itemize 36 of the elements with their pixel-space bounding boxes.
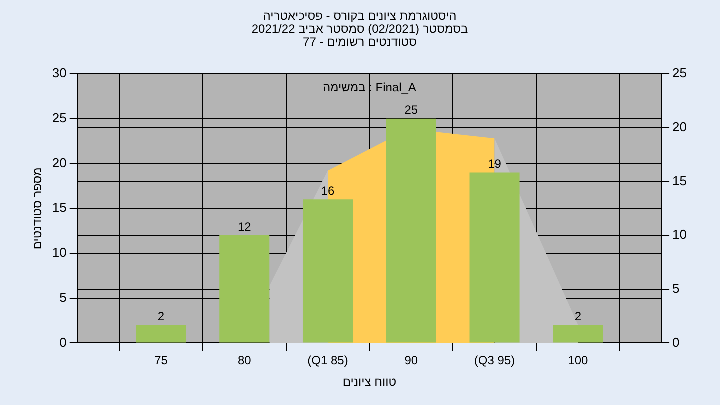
y2-tick-label: 0 [672, 334, 680, 350]
y-axis-title: מספר סטודנטים [30, 168, 45, 250]
bar [220, 236, 270, 343]
data-label: 19 [488, 157, 502, 172]
bar [386, 118, 436, 343]
bar [553, 325, 604, 343]
bar [470, 172, 520, 343]
x-axis-title: טווח ציונים [342, 375, 397, 390]
x-tick-label: (Q3 95) [474, 354, 516, 368]
y2-tick-label: 20 [672, 119, 688, 134]
y-tick-label: 0 [60, 334, 67, 350]
y2-tick-label: 25 [672, 66, 688, 81]
data-label: 12 [238, 220, 252, 234]
y-tick-label: 25 [52, 110, 67, 126]
y-tick-label: 10 [52, 245, 67, 260]
x-tick-label: 75 [154, 354, 168, 368]
y2-tick-label: 5 [672, 280, 680, 296]
chart-subtitle: בסמסטר (02/2021) סמסטר אביב 2021/22 סטודנטים רשומים - 77 [250, 22, 470, 49]
x-tick-label: 100 [568, 354, 588, 368]
y2-tick-label: 10 [672, 227, 688, 242]
x-tick-label: (Q1 85) [308, 354, 348, 368]
chart-title: היסטוגרמת ציונים בקורס - פסיכיאטריה [262, 9, 458, 23]
data-label: 16 [321, 184, 336, 198]
y-tick-label: 30 [52, 66, 67, 81]
y-tick-label: 20 [52, 155, 67, 170]
x-tick-label: 80 [238, 354, 252, 368]
x-tick-label: 90 [404, 354, 418, 368]
y-tick-label: 15 [52, 200, 67, 216]
y2-tick-label: 15 [672, 173, 688, 188]
data-label: 2 [574, 310, 582, 324]
y-tick-label: 5 [60, 290, 67, 305]
bar [136, 325, 186, 343]
data-label: 2 [158, 310, 165, 324]
annotation: במשימה : Final_A [322, 80, 416, 94]
data-label: 25 [404, 103, 418, 118]
bar [302, 200, 354, 343]
